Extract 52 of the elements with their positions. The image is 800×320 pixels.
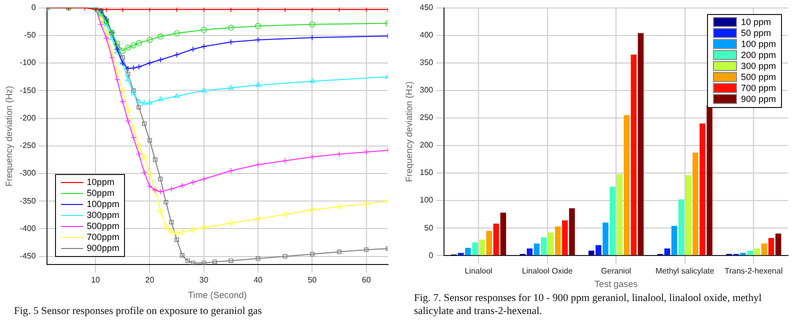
x-tick-label: Linalool <box>464 266 493 276</box>
legend-label: 200 ppm <box>741 50 776 61</box>
y-tick-label: 400 <box>420 30 434 40</box>
x-tick-label: Methyl salicylate <box>656 266 715 276</box>
y-tick-label: 150 <box>420 168 434 178</box>
y-tick-label: 0 <box>31 3 36 12</box>
y-tick-label: -250 <box>20 141 36 150</box>
y-tick-label: -400 <box>20 224 36 233</box>
x-tick-label: 30 <box>199 276 209 285</box>
legend-label: 100ppm <box>86 198 120 210</box>
x-tick-label: 50 <box>308 276 318 285</box>
x-tick-label: 60 <box>362 276 372 285</box>
legend-label: 700ppm <box>86 232 120 243</box>
y-tick-label: -350 <box>20 196 36 206</box>
y-tick-label: -150 <box>20 86 36 95</box>
y-axis-title: Frequency deviation (Hz) <box>4 86 14 186</box>
x-tick-label: 40 <box>254 276 264 285</box>
y-tick-label: -200 <box>20 113 36 122</box>
y-tick-label: 50 <box>424 223 434 232</box>
y-tick-label: 450 <box>420 3 434 12</box>
y-tick-label: -100 <box>20 58 36 68</box>
y-tick-label: 100 <box>420 196 434 205</box>
legend-label: 900 ppm <box>741 94 776 105</box>
legend-label: 100 ppm <box>741 38 776 50</box>
legend-label: 50 ppm <box>741 28 772 39</box>
y-tick-label: 250 <box>420 113 434 122</box>
x-tick-label: 10 <box>91 276 101 285</box>
y-tick-label: -450 <box>20 252 36 261</box>
x-axis-title: Time (Second) <box>188 290 247 300</box>
y-tick-label: 300 <box>420 86 434 95</box>
caption: Fig. 7. Sensor responses for 10 - 900 ppm geraniol, linalool, linalool oxide, methyl salicylate and trans-2-hexenal. <box>414 292 763 318</box>
x-tick-label: Geraniol <box>600 266 632 276</box>
legend-label: 50ppm <box>86 188 114 199</box>
legend-label: 10 ppm <box>741 16 772 28</box>
y-tick-label: -50 <box>24 30 36 40</box>
y-tick-label: -300 <box>20 168 36 178</box>
y-axis-title: Frequency deviation (Hz) <box>404 81 414 182</box>
legend-label: 700 ppm <box>741 82 776 94</box>
legend-label: 300 ppm <box>741 60 776 72</box>
x-tick-label: Trans-2-hexenal <box>724 266 783 276</box>
caption: Fig. 5 Sensor responses profile on exposure to geraniol gas <box>14 305 263 318</box>
x-tick-label: Linalool Oxide <box>522 266 574 276</box>
x-axis-title: Test gases <box>594 279 638 290</box>
y-tick-label: 350 <box>420 58 434 68</box>
legend-label: 500 ppm <box>741 72 776 83</box>
legend-label: 500ppm <box>86 220 120 232</box>
legend-label: 900ppm <box>86 242 120 254</box>
x-tick-label: 20 <box>145 276 155 285</box>
legend-label: 10ppm <box>86 176 114 188</box>
legend-label: 300ppm <box>86 210 120 221</box>
y-tick-label: 0 <box>428 250 434 260</box>
y-tick-label: 200 <box>420 140 434 150</box>
